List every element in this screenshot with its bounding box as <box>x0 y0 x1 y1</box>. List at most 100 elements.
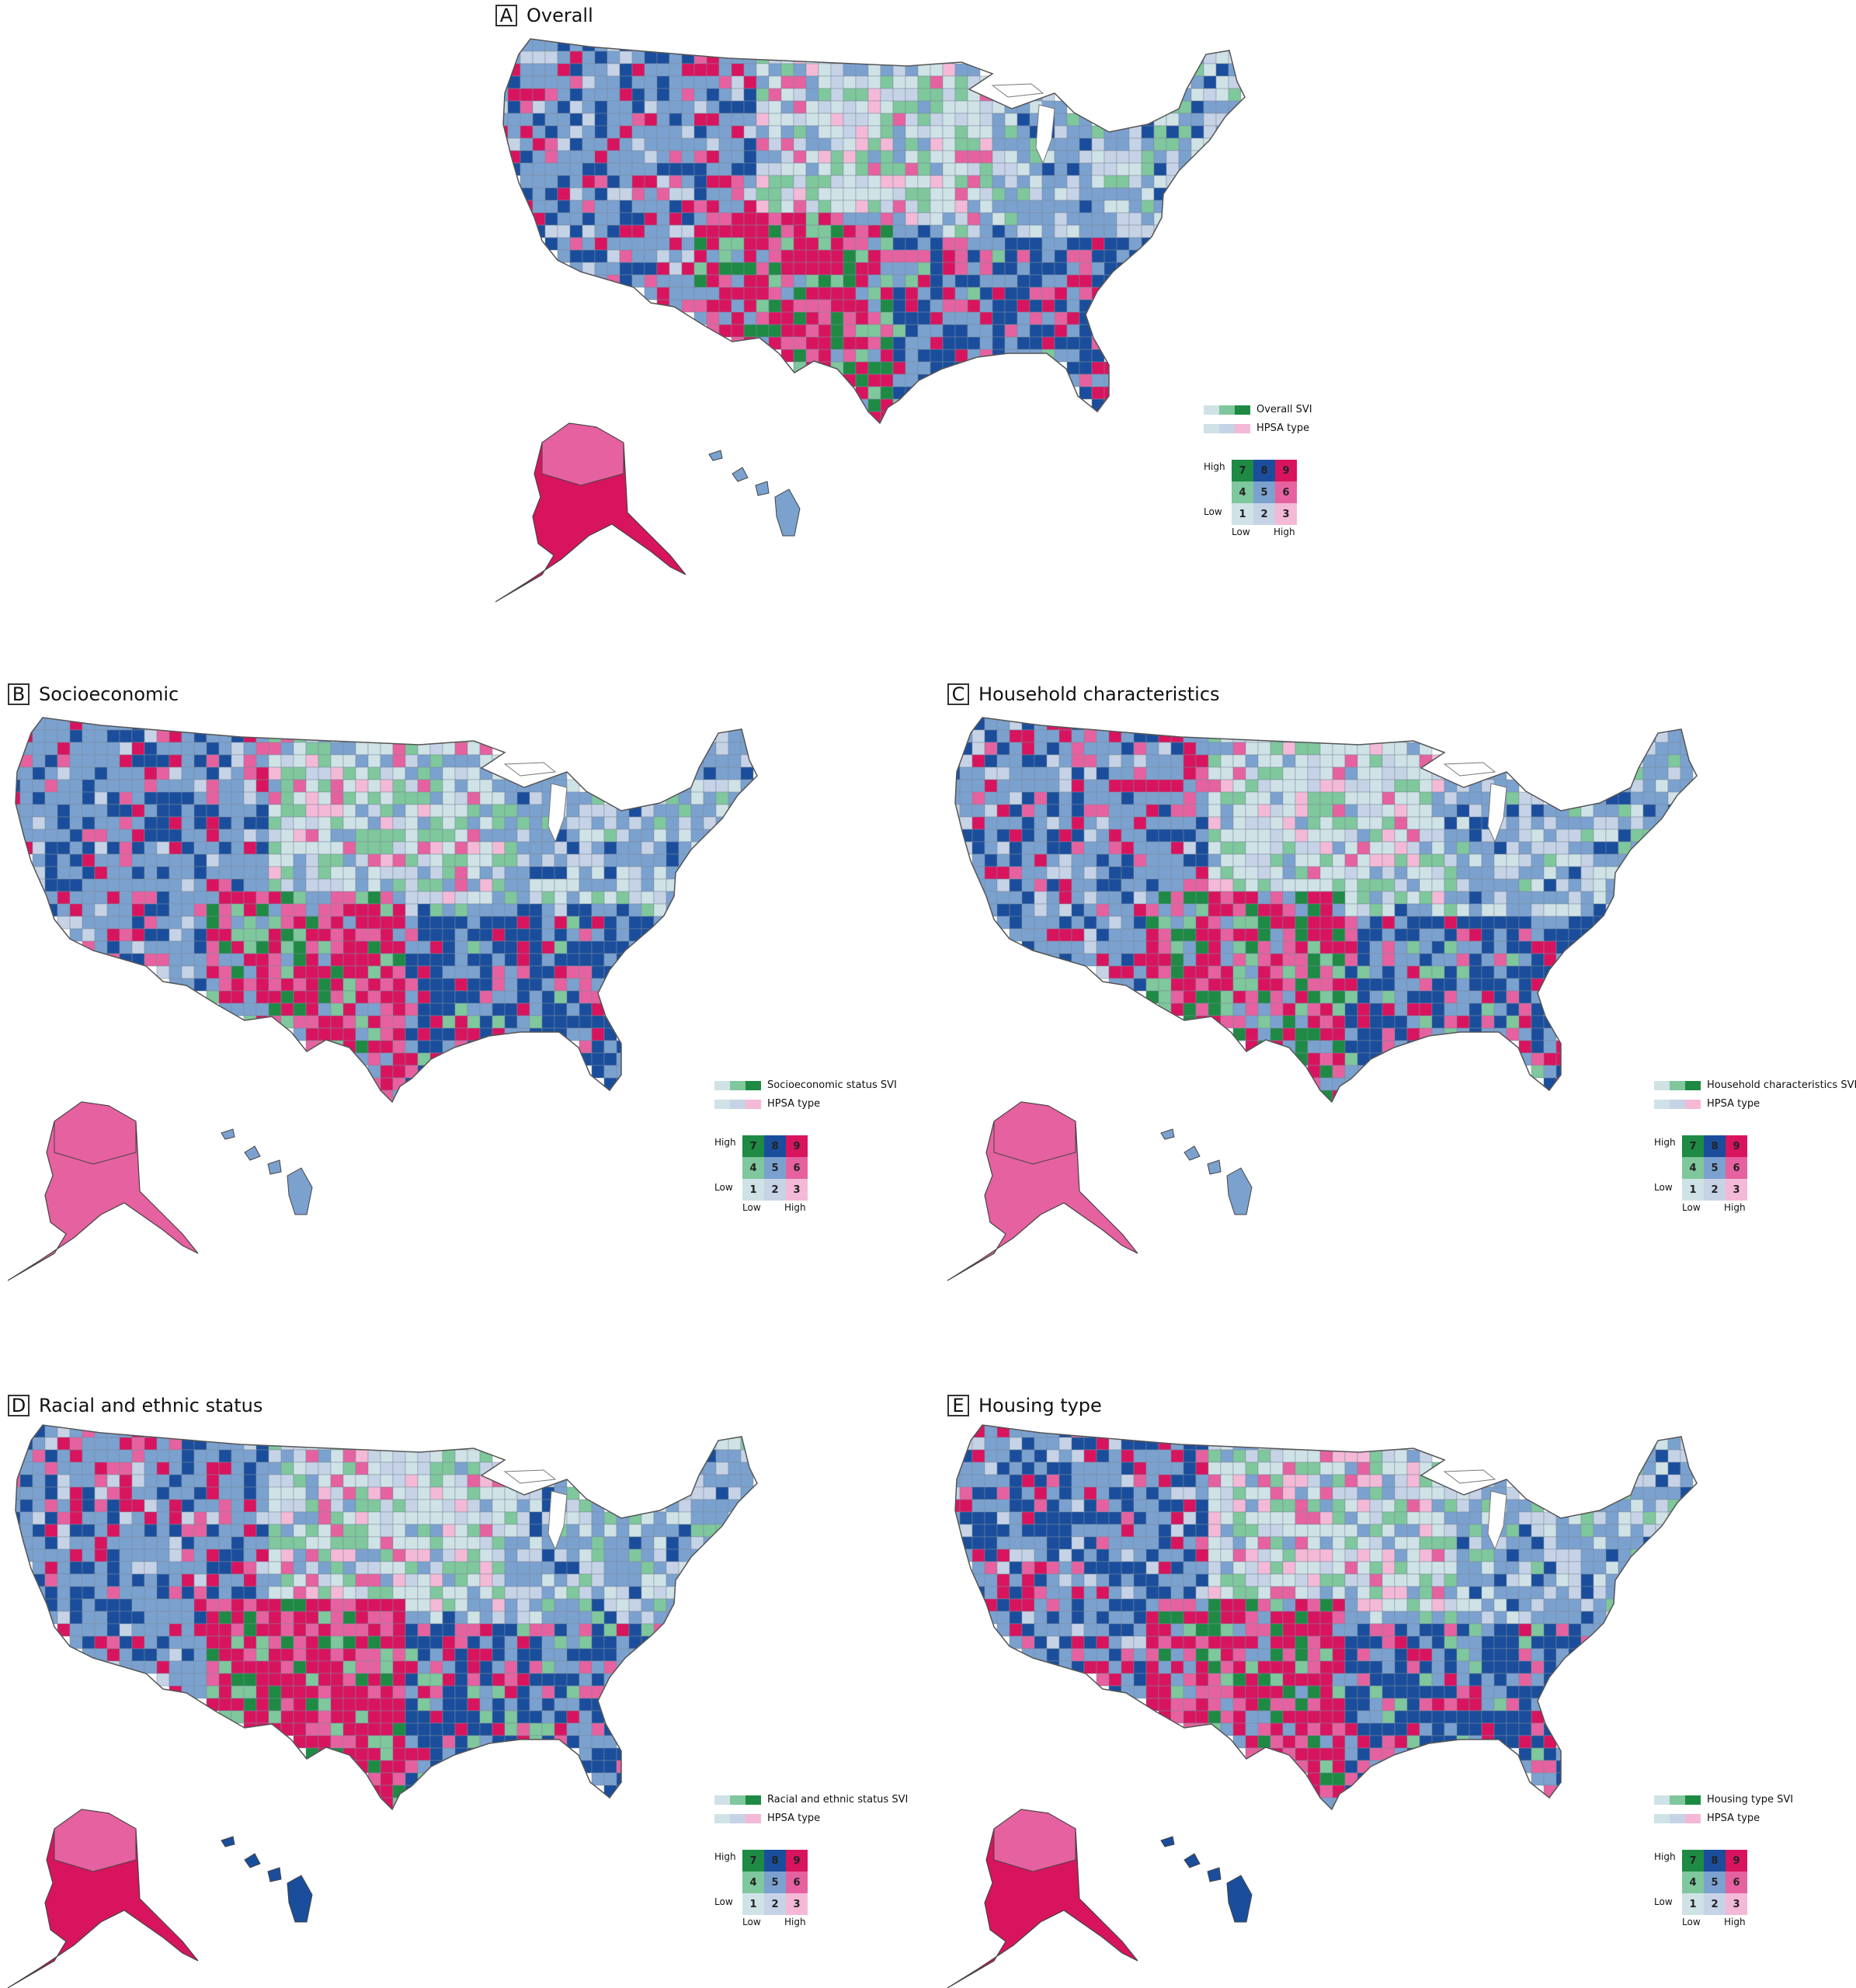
county-cell <box>1543 940 1557 954</box>
county-cell <box>579 829 593 843</box>
county-cell <box>631 88 645 102</box>
county-cell <box>367 1747 381 1761</box>
county-cell <box>1058 891 1072 905</box>
county-cell <box>706 137 720 151</box>
county-cell <box>1506 1003 1520 1017</box>
county-cell <box>1079 212 1093 226</box>
county-cell <box>656 237 670 251</box>
county-cell <box>392 1561 406 1575</box>
county-cell <box>1332 1052 1346 1066</box>
county-cell <box>1406 928 1420 942</box>
county-cell <box>206 1437 220 1451</box>
county-cell <box>996 742 1010 756</box>
county-cell <box>119 1511 133 1525</box>
county-cell <box>743 237 757 251</box>
county-cell <box>1096 791 1110 805</box>
county-cell <box>367 1586 381 1600</box>
county-cell <box>355 1623 369 1637</box>
county-cell <box>669 100 683 114</box>
county-cell <box>206 1524 220 1538</box>
county-cell <box>330 1623 344 1637</box>
county-cell <box>442 1015 456 1029</box>
county-cell <box>1232 791 1246 805</box>
county-cell <box>566 779 580 793</box>
county-cell <box>566 928 580 942</box>
county-cell <box>1382 990 1395 1004</box>
county-cell <box>1444 1015 1458 1029</box>
county-cell <box>1369 829 1383 843</box>
county-cell <box>1017 299 1031 313</box>
county-cell <box>417 1052 431 1066</box>
county-cell <box>731 187 745 201</box>
county-cell <box>703 1511 717 1525</box>
county-cell <box>1190 88 1204 102</box>
county-cell <box>318 1548 332 1562</box>
county-cell <box>1208 928 1222 942</box>
county-cell <box>718 75 732 89</box>
county-cell <box>579 1015 593 1029</box>
county-cell <box>255 1486 269 1500</box>
county-cell <box>1220 866 1234 880</box>
county-cell <box>628 1648 642 1662</box>
county-cell <box>19 779 33 793</box>
county-cell <box>529 978 543 992</box>
county-cell <box>492 779 506 793</box>
county-cell <box>867 361 881 375</box>
county-cell <box>206 853 220 867</box>
county-cell <box>218 1648 232 1662</box>
county-cell <box>818 262 832 276</box>
county-cell <box>516 1735 530 1749</box>
county-cell <box>1319 1040 1333 1054</box>
y-axis-high: High <box>714 1851 736 1862</box>
county-cell <box>69 791 83 805</box>
county-cell <box>193 916 207 930</box>
county-cell <box>541 1685 555 1699</box>
county-cell <box>979 150 993 164</box>
county-cell <box>693 150 707 164</box>
county-cell <box>843 237 857 251</box>
county-cell <box>429 978 443 992</box>
county-cell <box>1282 1437 1296 1451</box>
county-cell <box>1456 866 1470 880</box>
county-cell <box>1257 891 1271 905</box>
county-cell <box>429 1598 443 1612</box>
county-cell <box>1344 1065 1358 1079</box>
county-cell <box>805 100 819 114</box>
county-cell <box>305 1573 319 1587</box>
county-cell <box>905 287 919 301</box>
county-cell <box>1071 940 1085 954</box>
county-cell <box>255 1449 269 1463</box>
map-legend: Household characteristics SVI HPSA type Hi… <box>1654 1079 1856 1219</box>
county-cell <box>603 866 617 880</box>
county-cell <box>619 249 633 263</box>
county-cell <box>1066 125 1080 139</box>
county-cell <box>930 175 944 189</box>
county-cell <box>82 766 96 780</box>
county-cell <box>504 853 518 867</box>
county-cell <box>380 1785 394 1799</box>
county-cell <box>342 804 356 818</box>
county-cell <box>1332 779 1346 793</box>
county-cell <box>57 1598 71 1612</box>
county-cell <box>1382 791 1395 805</box>
county-cell <box>793 150 807 164</box>
county-cell <box>131 853 145 867</box>
county-cell <box>780 262 794 276</box>
county-cell <box>1017 349 1031 363</box>
county-cell <box>280 729 294 743</box>
county-cell <box>718 150 732 164</box>
county-cell <box>690 791 704 805</box>
county-cell <box>631 75 645 89</box>
county-cell <box>1543 853 1557 867</box>
county-cell <box>892 249 906 263</box>
county-cell <box>82 866 96 880</box>
county-cell <box>843 137 857 151</box>
county-cell <box>728 718 742 731</box>
county-cell <box>380 1611 394 1625</box>
county-cell <box>616 1785 630 1799</box>
county-cell <box>479 1722 493 1736</box>
county-cell <box>756 175 770 189</box>
county-cell <box>979 212 993 226</box>
county-cell <box>1506 1015 1520 1029</box>
county-cell <box>417 990 431 1004</box>
